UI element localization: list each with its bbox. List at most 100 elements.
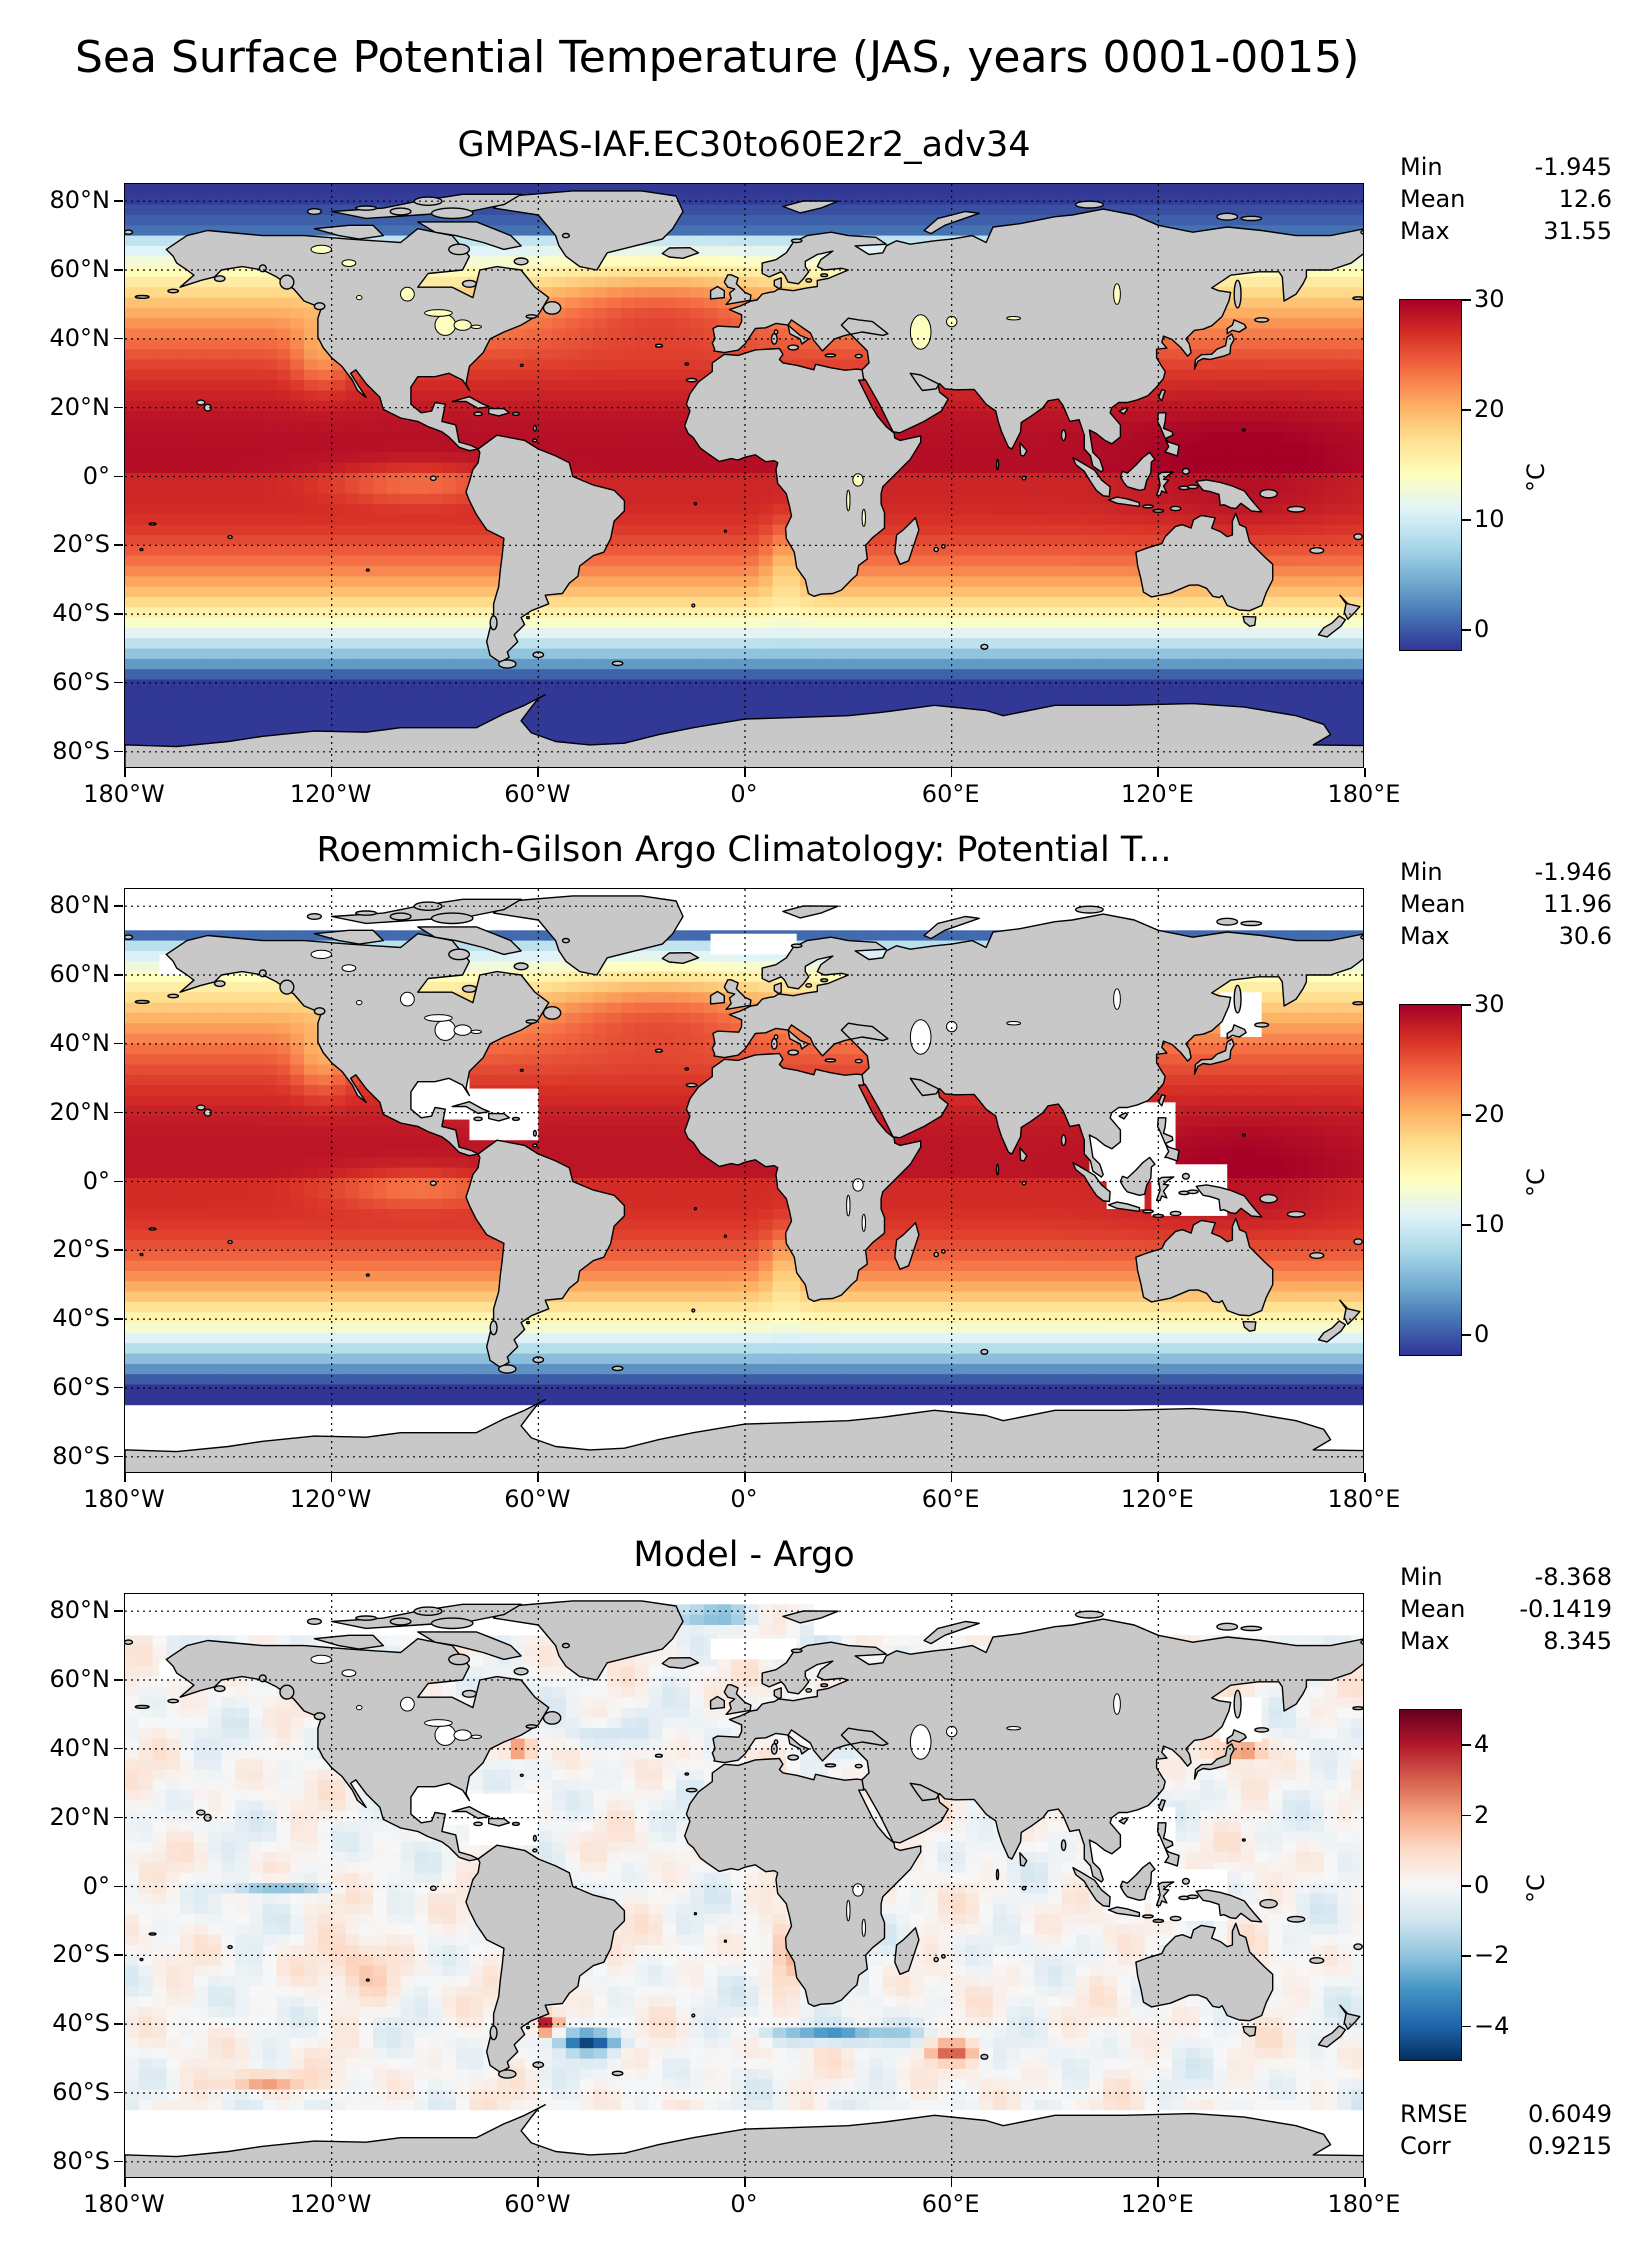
lat-label: 60°S <box>52 2077 110 2106</box>
panel-1-colorbar-unit: °C <box>1522 463 1550 492</box>
lat-label: 20°N <box>49 1802 111 1831</box>
panel-1-stats: Min -1.945 Mean 12.6 Max 31.55 <box>1400 151 1612 247</box>
lat-label: 0° <box>82 461 110 490</box>
lon-tick <box>1364 768 1366 777</box>
colorbar-tick <box>1462 1004 1471 1006</box>
lat-tick <box>114 544 123 546</box>
panel-3-map[interactable] <box>124 1593 1364 2178</box>
lat-label: 60°N <box>49 960 111 989</box>
lat-tick <box>114 1885 123 1887</box>
colorbar-tick-label: 0 <box>1474 615 1490 643</box>
lat-tick <box>114 1455 123 1458</box>
lat-tick <box>114 1816 123 1819</box>
panel-2-map[interactable] <box>124 888 1364 1473</box>
lon-label: 180°W <box>83 2190 165 2218</box>
colorbar-tick <box>1462 299 1471 301</box>
lat-label: 60°N <box>49 1665 111 1694</box>
lat-tick <box>114 681 123 684</box>
lat-tick <box>114 1954 123 1956</box>
stat-rmse: RMSE 0.6049 <box>1400 2100 1612 2128</box>
lat-label: 20°S <box>52 1235 110 1264</box>
lon-tick <box>1157 768 1159 777</box>
lat-label: 80°S <box>52 1441 110 1470</box>
lon-label: 120°E <box>1120 780 1194 808</box>
colorbar-tick <box>1462 2025 1471 2028</box>
lat-tick <box>114 750 123 753</box>
colorbar-tick-label: 30 <box>1474 990 1505 1018</box>
lon-tick <box>124 2178 126 2187</box>
graticule <box>125 184 1363 767</box>
lat-label: 80°N <box>49 1596 111 1625</box>
lat-label: 20°N <box>49 392 111 421</box>
lat-label: 60°S <box>52 1372 110 1401</box>
lon-tick <box>1364 2178 1366 2187</box>
panel-1-colorbar <box>1399 299 1462 651</box>
colorbar-tick <box>1462 1885 1471 1887</box>
stat-mean: Mean 11.96 <box>1400 890 1612 918</box>
lat-tick <box>114 1249 123 1251</box>
lon-label: 180°E <box>1327 780 1401 808</box>
colorbar-tick-label: 2 <box>1474 1800 1490 1829</box>
lon-tick <box>1157 2178 1159 2187</box>
lon-label: 180°E <box>1327 2190 1401 2218</box>
lon-tick <box>537 768 539 777</box>
lat-tick <box>114 1111 123 1114</box>
lat-label: 0° <box>82 1871 110 1900</box>
lat-tick <box>114 2160 123 2163</box>
lat-label: 20°S <box>52 530 110 559</box>
lon-tick <box>330 768 333 777</box>
lon-label: 60°E <box>921 1485 980 1513</box>
colorbar-tick-label: 0 <box>1474 1871 1490 1899</box>
lat-tick <box>114 2091 123 2094</box>
stat-min: Min -8.368 <box>1400 1563 1612 1591</box>
lon-tick <box>124 1473 126 1482</box>
lat-label: 80°N <box>49 186 111 215</box>
lat-label: 80°N <box>49 891 111 920</box>
stat-min: Min -1.945 <box>1400 153 1612 181</box>
lon-label: 0° <box>730 2190 758 2218</box>
map-canvas <box>125 1594 1363 2177</box>
stat-corr: Corr 0.9215 <box>1400 2132 1612 2160</box>
panel-3-error-stats: RMSE 0.6049 Corr 0.9215 <box>1400 2098 1612 2162</box>
lat-tick <box>114 475 123 477</box>
stat-mean: Mean 12.6 <box>1400 185 1612 213</box>
panel-3-title: Model - Argo <box>633 1535 855 1575</box>
lon-tick <box>950 2178 953 2187</box>
colorbar-tick-label: −2 <box>1474 1941 1510 1970</box>
lon-label: 180°W <box>83 1485 165 1513</box>
lon-label: 120°W <box>289 780 372 808</box>
lat-tick <box>114 2023 123 2025</box>
lon-label: 60°W <box>504 2190 571 2218</box>
panel-1-map[interactable] <box>124 183 1364 768</box>
lat-label: 40°S <box>52 2009 110 2038</box>
lat-tick <box>114 974 123 976</box>
stat-max: Max 31.55 <box>1400 217 1612 245</box>
colorbar-tick-label: 4 <box>1474 1730 1490 1759</box>
lon-tick <box>744 768 746 777</box>
panel-1-title: GMPAS-IAF.EC30to60E2r2_adv34 <box>457 125 1031 165</box>
panel-3-colorbar-unit: °C <box>1522 1874 1550 1903</box>
stat-min: Min -1.946 <box>1400 858 1612 886</box>
lon-tick <box>950 1473 953 1482</box>
colorbar-tick <box>1462 1744 1471 1746</box>
lon-tick <box>330 1473 333 1482</box>
lat-label: 80°S <box>52 736 110 765</box>
map-canvas <box>125 184 1363 767</box>
lat-tick <box>114 613 123 615</box>
lon-label: 180°W <box>83 780 165 808</box>
colorbar-tick-label: 20 <box>1474 1100 1505 1128</box>
colorbar-tick <box>1462 1224 1471 1226</box>
colorbar-tick-label: 30 <box>1474 285 1505 313</box>
lat-label: 0° <box>82 1166 110 1195</box>
lat-label: 60°N <box>49 255 111 284</box>
lakes <box>310 1654 1121 1937</box>
lon-label: 180°E <box>1327 1485 1401 1513</box>
lakes <box>310 244 1121 527</box>
lat-tick <box>114 905 123 907</box>
lon-label: 0° <box>730 780 758 808</box>
stat-max: Max 8.345 <box>1400 1627 1612 1655</box>
land-mass <box>125 190 1363 767</box>
colorbar-tick <box>1462 1814 1471 1817</box>
lat-label: 40°N <box>49 1733 111 1762</box>
figure-title: Sea Surface Potential Temperature (JAS, … <box>75 32 1360 83</box>
